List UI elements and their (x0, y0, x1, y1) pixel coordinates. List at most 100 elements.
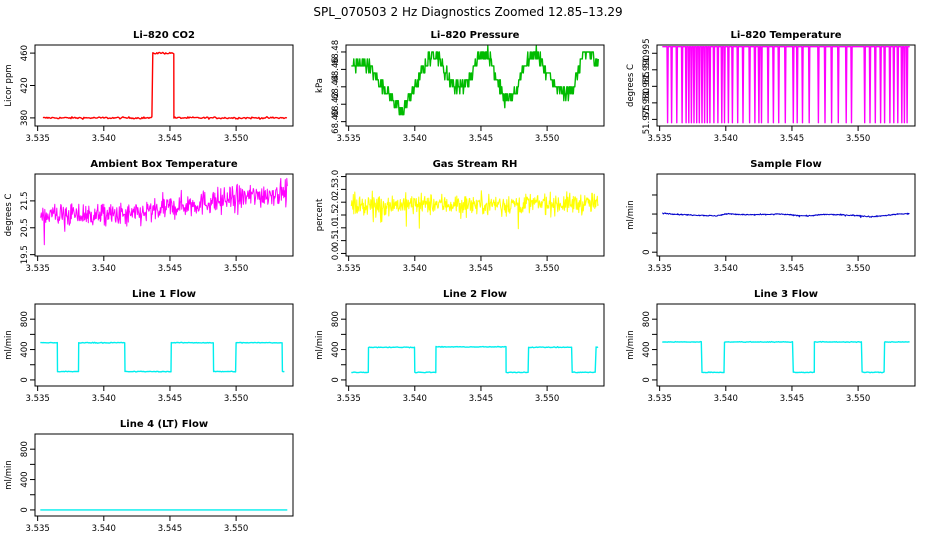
li-820-co2-y-axis-label: Licor ppm (4, 64, 14, 106)
li-820-pressure-title: Li–820 Pressure (431, 30, 520, 41)
li-820-co2-x-tick-label: 3.535 (25, 134, 49, 144)
li-820-temperature-y-tick-label: 51.985 (642, 71, 652, 101)
li-820-co2-x-tick-label: 3.540 (92, 134, 116, 144)
panel-line-2-flow: Line 2 Flow 3.535 3.540 3.545 3.550 0 400 800 ml… (315, 289, 605, 404)
li-820-temperature-x-tick-label: 3.545 (780, 134, 804, 144)
line-2-flow-x-tick-label: 3.550 (535, 394, 559, 404)
line-3-flow-y-tick-label: 0 (642, 377, 652, 382)
panel-li-820-co2: Li–820 CO2 3.535 3.540 3.545 3.550 380 420 460 L… (4, 30, 294, 144)
line-1-flow-x-tick-label: 3.535 (25, 394, 49, 404)
line-2-flow-title: Line 2 Flow (443, 289, 507, 300)
line-3-flow-y-tick-label: 800 (642, 311, 652, 327)
li-820-co2-series-line (42, 51, 288, 120)
li-820-pressure-y-tick-label: 68.44 (331, 75, 341, 99)
li-820-pressure-y-tick-label: 68.46 (331, 57, 341, 81)
ambient-box-temperature-y-tick-label: 20.5 (20, 218, 30, 237)
line-4-lt-flow-y-tick-label: 400 (20, 471, 30, 487)
li-820-temperature-x-tick-label: 3.540 (714, 134, 738, 144)
line-4-lt-flow-y-tick-label: 800 (20, 441, 30, 457)
main-title: SPL_070503 2 Hz Diagnostics Zoomed 12.85… (313, 5, 622, 19)
sample-flow-y-axis-label: ml/min (626, 200, 636, 230)
li-820-co2-y-tick-label: 420 (20, 77, 30, 93)
li-820-temperature-y-axis-label: degrees C (626, 64, 636, 107)
line-1-flow-y-tick-label: 0 (20, 377, 30, 382)
sample-flow-x-tick-label: 3.545 (780, 264, 804, 274)
ambient-box-temperature-plot-frame (34, 173, 294, 257)
li-820-co2-title: Li–820 CO2 (133, 30, 195, 41)
line-3-flow-series-line (662, 340, 910, 374)
gas-stream-rh-y-tick-label: 2.0 (331, 195, 341, 209)
line-1-flow-x-tick-label: 3.550 (224, 394, 248, 404)
gas-stream-rh-series-line (350, 190, 599, 230)
li-820-co2-x-tick-label: 3.550 (224, 134, 248, 144)
sample-flow-series-line (662, 212, 910, 219)
li-820-temperature-series-line (662, 46, 910, 124)
line-4-lt-flow-x-tick-label: 3.545 (158, 524, 182, 534)
ambient-box-temperature-series-line (39, 177, 288, 246)
line-4-lt-flow-x-tick-label: 3.535 (25, 524, 49, 534)
line-2-flow-plot-frame (345, 303, 605, 387)
li-820-co2-plot-frame (34, 44, 294, 127)
ambient-box-temperature-x-tick-label: 3.550 (224, 264, 248, 274)
line-2-flow-x-tick-label: 3.540 (403, 394, 427, 404)
li-820-temperature-x-tick-label: 3.550 (846, 134, 870, 144)
line-2-flow-y-tick-label: 800 (331, 311, 341, 327)
li-820-pressure-x-tick-label: 3.535 (336, 134, 360, 144)
line-2-flow-series-line (351, 345, 599, 374)
li-820-co2-x-tick-label: 3.545 (158, 134, 182, 144)
ambient-box-temperature-y-tick-label: 21.5 (20, 191, 30, 210)
line-1-flow-y-axis-label: ml/min (4, 330, 14, 360)
line-1-flow-x-tick-label: 3.540 (92, 394, 116, 404)
sample-flow-title: Sample Flow (750, 159, 822, 170)
line-3-flow-title: Line 3 Flow (754, 289, 818, 300)
gas-stream-rh-y-tick-label: 0.0 (331, 247, 341, 261)
line-3-flow-plot-frame (656, 303, 916, 387)
panel-line-4-lt-flow: Line 4 (LT) Flow 3.535 3.540 3.545 3.550 0 400… (4, 419, 294, 534)
ambient-box-temperature-x-tick-label: 3.535 (25, 264, 49, 274)
sample-flow-plot-frame (656, 173, 916, 257)
sample-flow-x-tick-label: 3.550 (846, 264, 870, 274)
li-820-temperature-y-tick-label: 51.975 (642, 105, 652, 135)
sample-flow-x-tick-label: 3.535 (647, 264, 671, 274)
ambient-box-temperature-x-tick-label: 3.545 (158, 264, 182, 274)
line-4-lt-flow-x-tick-label: 3.550 (224, 524, 248, 534)
li-820-temperature-y-tick-label: 51.980 (642, 88, 652, 118)
line-3-flow-y-tick-label: 400 (642, 341, 652, 357)
line-4-lt-flow-title: Line 4 (LT) Flow (120, 419, 208, 430)
ambient-box-temperature-y-axis-label: degrees C (4, 194, 14, 237)
panel-line-3-flow: Line 3 Flow 3.535 3.540 3.545 3.550 0 400 800 ml… (626, 289, 916, 404)
line-3-flow-x-tick-label: 3.540 (714, 394, 738, 404)
panel-li-820-temperature: Li–820 Temperature 3.535 3.540 3.545 3.550 51… (626, 30, 916, 144)
line-4-lt-flow-plot-frame (34, 433, 294, 517)
line-1-flow-y-tick-label: 400 (20, 341, 30, 357)
line-1-flow-y-tick-label: 800 (20, 311, 30, 327)
panels: Li–820 CO2 3.535 3.540 3.545 3.550 380 420 460 L… (4, 30, 916, 534)
gas-stream-rh-x-tick-label: 3.535 (336, 264, 360, 274)
sample-flow-y-tick-label: 0 (642, 249, 652, 254)
line-1-flow-x-tick-label: 3.545 (158, 394, 182, 404)
line-4-lt-flow-y-axis-label: ml/min (4, 460, 14, 490)
line-3-flow-x-tick-label: 3.545 (780, 394, 804, 404)
line-1-flow-plot-frame (34, 303, 294, 387)
li-820-pressure-x-tick-label: 3.540 (403, 134, 427, 144)
li-820-pressure-series-line (351, 45, 599, 116)
li-820-pressure-y-tick-label: 68.48 (331, 40, 341, 64)
line-1-flow-series-line (40, 341, 285, 373)
sample-flow-x-tick-label: 3.540 (714, 264, 738, 274)
li-820-pressure-y-tick-label: 68.42 (331, 92, 341, 116)
li-820-pressure-y-tick-label: 68.40 (331, 109, 341, 133)
panel-line-1-flow: Line 1 Flow 3.535 3.540 3.545 3.550 0 400 800 ml… (4, 289, 294, 404)
ambient-box-temperature-y-tick-label: 19.5 (20, 245, 30, 264)
ambient-box-temperature-title: Ambient Box Temperature (90, 159, 237, 170)
line-3-flow-y-axis-label: ml/min (626, 330, 636, 360)
li-820-temperature-y-tick-label: 51.990 (642, 55, 652, 85)
li-820-pressure-x-tick-label: 3.545 (469, 134, 493, 144)
li-820-pressure-x-tick-label: 3.550 (535, 134, 559, 144)
li-820-temperature-x-tick-label: 3.535 (647, 134, 671, 144)
panel-gas-stream-rh: Gas Stream RH3.535 3.540 3.545 3.5500.00.51… (315, 159, 605, 274)
li-820-pressure-plot-frame (345, 44, 605, 127)
gas-stream-rh-y-tick-label: 3.0 (331, 170, 341, 184)
gas-stream-rh-x-tick-label: 3.545 (469, 264, 493, 274)
gas-stream-rh-title: Gas Stream RH (433, 159, 518, 170)
panel-sample-flow: Sample Flow 3.535 3.540 3.545 3.550 0 ml/min (626, 159, 916, 274)
